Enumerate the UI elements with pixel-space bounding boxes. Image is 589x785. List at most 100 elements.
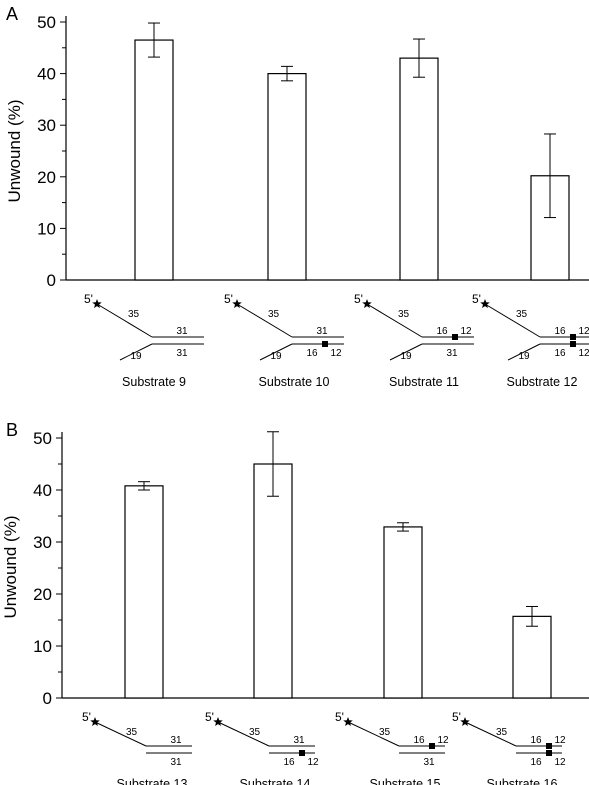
y-tick-label: 0 <box>47 271 56 290</box>
star-label-icon <box>213 717 223 727</box>
y-tick-label: 30 <box>37 116 56 135</box>
strand-length-label: 12 <box>307 757 319 768</box>
y-tick-label: 40 <box>33 481 52 500</box>
strand-length-label: 16 <box>306 348 318 359</box>
strand-length-label: 31 <box>170 735 182 746</box>
five-prime-label: 5' <box>354 292 363 306</box>
y-tick-label: 10 <box>37 219 56 238</box>
y-tick-label: 20 <box>37 168 56 187</box>
y-axis-title: Unwound (%) <box>5 100 24 203</box>
category-label: Substrate 10 <box>259 375 330 389</box>
y-tick-label: 50 <box>37 13 56 32</box>
strand-length-label: 35 <box>516 309 528 320</box>
y-tick-label: 50 <box>33 429 52 448</box>
strand-line <box>259 343 293 361</box>
strand-line <box>94 721 147 747</box>
strand-line <box>389 343 423 361</box>
strand-length-label: 31 <box>316 326 328 337</box>
modification-mark-icon <box>452 334 458 340</box>
category-label: Substrate 9 <box>122 375 186 389</box>
five-prime-label: 5' <box>224 292 233 306</box>
y-tick-label: 20 <box>33 585 52 604</box>
strand-length-label: 35 <box>128 309 140 320</box>
star-label-icon <box>362 299 372 309</box>
substrate-schematic: 5' 35 19 31 31 Substrate 9 <box>84 292 204 389</box>
y-tick-label: 0 <box>43 689 52 708</box>
strand-length-label: 16 <box>530 757 542 768</box>
strand-length-label: 12 <box>460 326 472 337</box>
category-label: Substrate 16 <box>487 777 558 785</box>
strand-length-label: 19 <box>270 351 282 362</box>
strand-length-label: 31 <box>293 735 305 746</box>
panel-letter: B <box>6 420 18 440</box>
strand-length-label: 16 <box>413 735 425 746</box>
star-label-icon <box>480 299 490 309</box>
five-prime-label: 5' <box>82 710 91 724</box>
y-tick-label: 10 <box>33 637 52 656</box>
bar <box>134 39 174 281</box>
strand-length-label: 35 <box>379 727 391 738</box>
strand-length-label: 12 <box>330 348 342 359</box>
strand-line <box>96 303 153 338</box>
strand-line <box>119 343 153 361</box>
strand-length-label: 19 <box>400 351 412 362</box>
category-label: Substrate 14 <box>240 777 311 785</box>
strand-length-label: 16 <box>436 326 448 337</box>
star-label-icon <box>232 299 242 309</box>
five-prime-label: 5' <box>84 292 93 306</box>
strand-length-label: 31 <box>446 348 458 359</box>
star-label-icon <box>92 299 102 309</box>
y-tick-label: 30 <box>33 533 52 552</box>
modification-mark-icon <box>429 743 435 749</box>
modification-mark-icon <box>570 341 576 347</box>
modification-mark-icon <box>546 750 552 756</box>
modification-mark-icon <box>546 743 552 749</box>
bar <box>267 72 307 281</box>
five-prime-label: 5' <box>452 710 461 724</box>
strand-length-label: 12 <box>554 757 566 768</box>
strand-length-label: 12 <box>437 735 449 746</box>
modification-mark-icon <box>570 334 576 340</box>
category-label: Substrate 15 <box>370 777 441 785</box>
strand-length-label: 16 <box>554 326 566 337</box>
strand-line <box>366 303 423 338</box>
substrate-schematic: 5' 35 16 12 16 12 Substrate 16 <box>452 710 566 785</box>
category-label: Substrate 11 <box>389 375 459 389</box>
strand-line <box>347 721 400 747</box>
modification-mark-icon <box>322 341 328 347</box>
strand-length-label: 16 <box>530 735 542 746</box>
strand-length-label: 35 <box>496 727 508 738</box>
five-prime-label: 5' <box>472 292 481 306</box>
substrate-schematic: 5' 35 19 31 16 12 Substrate 10 <box>224 292 344 389</box>
chart-panel-B: B 0 10 20 30 40 50 Unwound (%) 5' 35 31 31 Substrate… <box>1 420 589 785</box>
strand-length-label: 16 <box>554 348 566 359</box>
strand-line <box>236 303 293 338</box>
star-label-icon <box>460 717 470 727</box>
strand-length-label: 16 <box>283 757 295 768</box>
y-tick-label: 40 <box>37 65 56 84</box>
strand-line <box>464 721 517 747</box>
strand-length-label: 31 <box>423 757 435 768</box>
chart-panel-A: A 0 10 20 30 40 50 Unwound (%) 5' 35 19 31 31 Substra… <box>5 4 589 389</box>
strand-length-label: 12 <box>554 735 566 746</box>
bar <box>383 526 423 699</box>
strand-length-label: 12 <box>578 348 589 359</box>
strand-line <box>507 343 541 361</box>
strand-length-label: 31 <box>170 757 182 768</box>
category-label: Substrate 13 <box>117 777 188 785</box>
strand-length-label: 31 <box>176 326 188 337</box>
panel-letter: A <box>6 4 18 24</box>
bar <box>399 57 439 281</box>
strand-length-label: 35 <box>398 309 410 320</box>
bar <box>512 615 552 699</box>
modification-mark-icon <box>299 750 305 756</box>
star-label-icon <box>343 717 353 727</box>
strand-line <box>484 303 541 338</box>
category-label: Substrate 12 <box>507 375 578 389</box>
star-label-icon <box>90 717 100 727</box>
y-axis-title: Unwound (%) <box>1 516 20 619</box>
substrate-schematic: 5' 35 31 31 Substrate 13 <box>82 710 192 785</box>
